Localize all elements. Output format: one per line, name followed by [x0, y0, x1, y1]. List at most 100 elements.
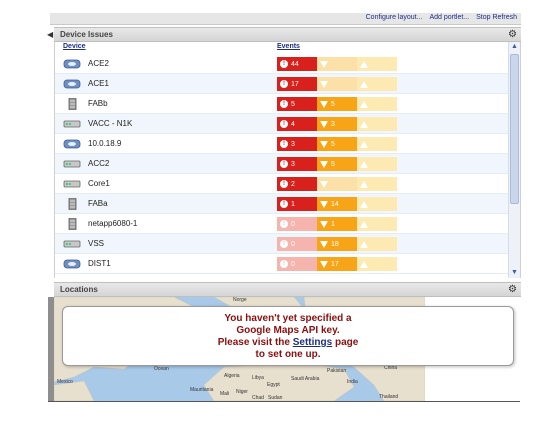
critical-icon: !	[280, 60, 288, 68]
stop-refresh-link[interactable]: Stop Refresh	[476, 14, 517, 21]
critical-count: 3	[291, 160, 295, 168]
minor-events-badge[interactable]	[357, 257, 397, 271]
collapse-arrow-icon[interactable]: ◀	[47, 30, 54, 39]
critical-events-badge[interactable]: ! 44	[277, 57, 317, 71]
configure-layout-link[interactable]: Configure layout...	[365, 14, 423, 21]
scroll-thumb[interactable]	[510, 54, 519, 204]
events-column-header[interactable]: Events	[277, 43, 300, 50]
critical-icon: !	[280, 240, 288, 248]
device-name[interactable]: ACE1	[88, 79, 109, 88]
table-row[interactable]: ACC2 ! 3 5	[55, 154, 508, 174]
device-name[interactable]: ACC2	[88, 159, 110, 168]
warning-triangle-icon	[320, 180, 328, 188]
minor-triangle-icon	[360, 60, 368, 68]
device-name[interactable]: 10.0.18.9	[88, 139, 122, 148]
minor-events-badge[interactable]	[357, 117, 397, 131]
warning-triangle-icon	[320, 140, 328, 148]
table-row[interactable]: FABb ! 5 5	[55, 94, 508, 114]
minor-events-badge[interactable]	[357, 97, 397, 111]
map-label: Mauritania	[190, 387, 214, 393]
minor-events-badge[interactable]	[357, 177, 397, 191]
table-row[interactable]: Core1 ! 2	[55, 174, 508, 194]
table-row[interactable]: netapp6080-1 ! 0 1	[55, 214, 508, 234]
major-count: 18	[331, 240, 339, 248]
critical-events-badge[interactable]: ! 17	[277, 77, 317, 91]
table-row[interactable]: DIST1 ! 0 17	[55, 254, 508, 274]
critical-events-badge[interactable]: ! 1	[277, 197, 317, 211]
device-name[interactable]: netapp6080-1	[88, 219, 138, 228]
map-label: Saudi Arabia	[291, 376, 320, 382]
critical-events-badge[interactable]: ! 4	[277, 117, 317, 131]
scroll-down-icon[interactable]: ▼	[511, 269, 518, 276]
major-events-badge[interactable]: 17	[317, 257, 357, 271]
critical-events-badge[interactable]: ! 2	[277, 177, 317, 191]
critical-count: 5	[291, 100, 295, 108]
event-counts: ! 2	[277, 177, 397, 191]
map-label: Sudan	[268, 395, 283, 401]
warning-triangle-icon	[320, 240, 328, 248]
major-count: 5	[331, 140, 335, 148]
scroll-up-icon[interactable]: ▲	[511, 43, 518, 50]
minor-events-badge[interactable]	[357, 77, 397, 91]
minor-triangle-icon	[360, 180, 368, 188]
vertical-scrollbar[interactable]: ▲ ▼	[508, 42, 520, 278]
minor-events-badge[interactable]	[357, 137, 397, 151]
major-events-badge[interactable]	[317, 77, 357, 91]
message-line: to set one up.	[255, 349, 321, 360]
major-events-badge[interactable]: 5	[317, 97, 357, 111]
major-events-badge[interactable]	[317, 177, 357, 191]
major-events-badge[interactable]	[317, 57, 357, 71]
critical-count: 3	[291, 140, 295, 148]
minor-triangle-icon	[360, 100, 368, 108]
major-events-badge[interactable]: 18	[317, 237, 357, 251]
critical-events-badge[interactable]: ! 5	[277, 97, 317, 111]
major-events-badge[interactable]: 5	[317, 157, 357, 171]
map-label: China	[384, 365, 398, 371]
critical-icon: !	[280, 80, 288, 88]
warning-triangle-icon	[320, 100, 328, 108]
major-count: 1	[331, 220, 335, 228]
critical-events-badge[interactable]: ! 0	[277, 257, 317, 271]
major-events-badge[interactable]: 5	[317, 137, 357, 151]
table-row[interactable]: VSS ! 0 18	[55, 234, 508, 254]
minor-events-badge[interactable]	[357, 57, 397, 71]
switch-icon	[63, 118, 81, 130]
minor-events-badge[interactable]	[357, 197, 397, 211]
critical-count: 44	[291, 60, 299, 68]
device-name[interactable]: Core1	[88, 179, 110, 188]
table-row[interactable]: 10.0.18.9 ! 3 5	[55, 134, 508, 154]
major-events-badge[interactable]: 3	[317, 117, 357, 131]
gear-icon[interactable]: ⚙	[508, 284, 517, 295]
minor-events-badge[interactable]	[357, 157, 397, 171]
switch-icon	[63, 178, 81, 190]
switch-icon	[63, 238, 81, 250]
device-name[interactable]: VACC - N1K	[88, 119, 133, 128]
table-header: Device Events	[55, 42, 508, 54]
device-name[interactable]: ACE2	[88, 59, 109, 68]
critical-events-badge[interactable]: ! 0	[277, 237, 317, 251]
minor-events-badge[interactable]	[357, 217, 397, 231]
device-name[interactable]: VSS	[88, 239, 105, 248]
major-events-badge[interactable]: 1	[317, 217, 357, 231]
device-column-header[interactable]: Device	[63, 43, 86, 50]
device-name[interactable]: FABb	[88, 99, 108, 108]
major-events-badge[interactable]: 14	[317, 197, 357, 211]
table-row[interactable]: FABa ! 1 14	[55, 194, 508, 214]
critical-events-badge[interactable]: ! 3	[277, 137, 317, 151]
table-row[interactable]: VACC - N1K ! 4 3	[55, 114, 508, 134]
gear-icon[interactable]: ⚙	[508, 29, 517, 40]
add-portlet-link[interactable]: Add portlet...	[429, 14, 470, 21]
minor-triangle-icon	[360, 120, 368, 128]
device-name[interactable]: FABa	[88, 199, 108, 208]
portal-toolbar: Configure layout... Add portlet... Stop …	[50, 13, 521, 25]
critical-events-badge[interactable]: ! 3	[277, 157, 317, 171]
critical-events-badge[interactable]: ! 0	[277, 217, 317, 231]
locations-title: Locations	[60, 285, 98, 294]
minor-events-badge[interactable]	[357, 237, 397, 251]
table-row[interactable]: ACE1! 17	[55, 74, 508, 94]
event-counts: ! 0 17	[277, 257, 397, 271]
device-name[interactable]: DIST1	[88, 259, 111, 268]
critical-count: 17	[291, 80, 299, 88]
settings-link[interactable]: Settings	[292, 337, 333, 348]
table-row[interactable]: ACE2! 44	[55, 54, 508, 74]
